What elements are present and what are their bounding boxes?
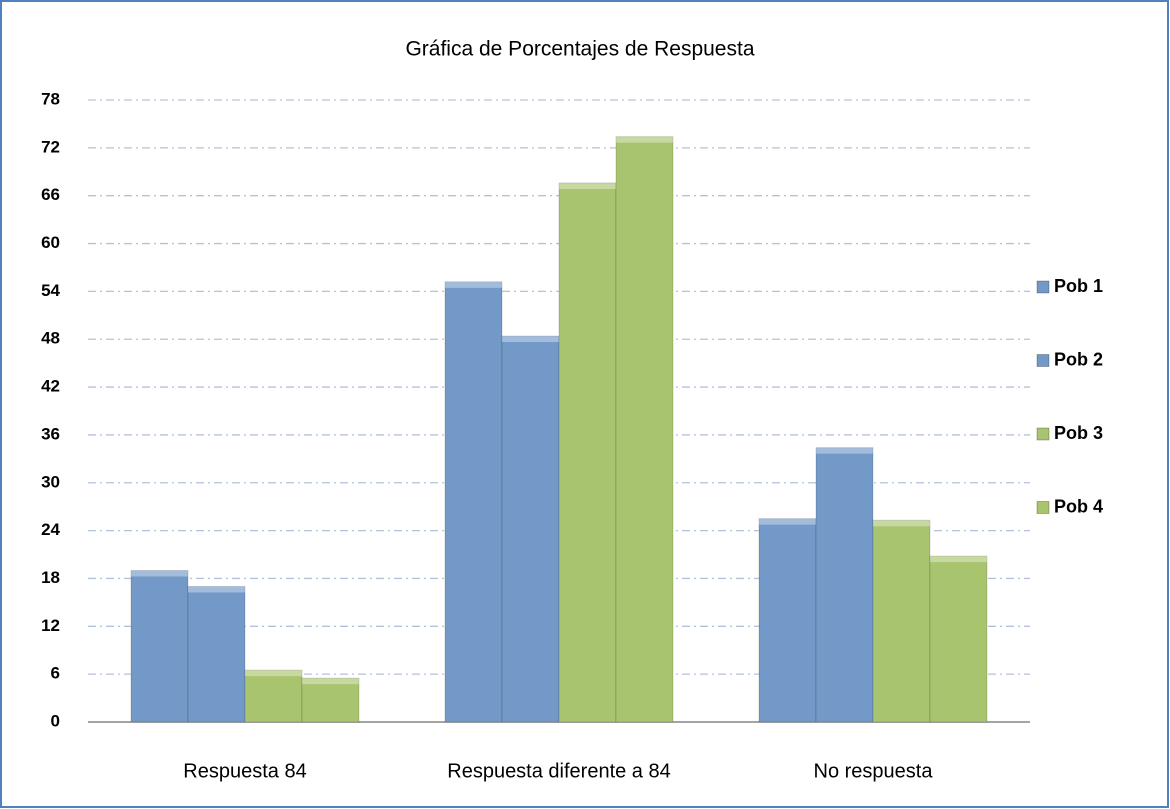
legend-swatch: [1036, 354, 1050, 367]
bar-cap: [131, 570, 188, 577]
bar-cap: [816, 447, 873, 454]
legend-label: Pob 1: [1054, 276, 1103, 296]
bar: [244, 669, 303, 723]
bar: [501, 335, 560, 723]
x-tick-label: No respuesta: [814, 760, 934, 782]
bar: [872, 519, 931, 723]
y-tick-label: 48: [41, 329, 60, 348]
legend-label: Pob 4: [1054, 496, 1103, 516]
y-tick-label: 24: [41, 520, 60, 539]
legend-swatch: [1036, 280, 1050, 294]
y-tick-label: 54: [41, 281, 60, 300]
bar-cap: [302, 678, 359, 685]
y-tick-label: 12: [41, 616, 60, 635]
y-tick-label: 30: [41, 472, 60, 491]
legend-label: Pob 2: [1054, 349, 1103, 369]
bar: [929, 555, 988, 723]
bar: [187, 585, 246, 723]
y-tick-label: 42: [41, 377, 60, 396]
bar-cap: [445, 281, 502, 288]
y-tick-label: 72: [41, 137, 60, 156]
y-tick-label: 78: [41, 89, 60, 108]
chart-title: Gráfica de Porcentajes de Respuesta: [405, 38, 754, 61]
y-tick-label: 60: [41, 233, 60, 252]
y-tick-label: 36: [41, 424, 60, 443]
bar-cap: [930, 556, 987, 563]
x-tick-label: Respuesta diferente a 84: [447, 760, 671, 782]
bar: [444, 281, 503, 723]
bar-cap: [502, 336, 559, 343]
y-tick-label: 18: [41, 568, 60, 587]
legend-label: Pob 3: [1054, 423, 1103, 443]
bar-cap: [188, 586, 245, 593]
bar-cap: [616, 136, 673, 143]
y-tick-label: 66: [41, 185, 60, 204]
bar: [815, 447, 874, 723]
legend-swatch: [1036, 427, 1050, 441]
y-tick-label: 6: [51, 664, 60, 683]
y-tick-label: 0: [51, 711, 60, 730]
bar-cap: [873, 520, 930, 527]
bar-cap: [759, 518, 816, 525]
bar: [558, 182, 617, 723]
bar-cap: [559, 182, 616, 189]
bar: [130, 569, 189, 723]
bar-cap: [245, 670, 302, 677]
x-tick-label: Respuesta 84: [183, 760, 306, 782]
bar: [615, 136, 674, 723]
bar: [301, 677, 360, 723]
legend-swatch: [1036, 501, 1050, 514]
bar: [758, 518, 817, 723]
